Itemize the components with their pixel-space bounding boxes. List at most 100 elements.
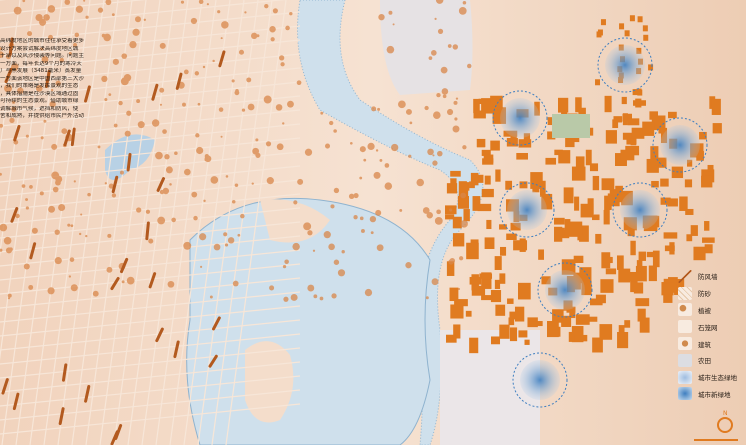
sand-barrier-line [141,0,203,445]
building [452,216,462,229]
vegetation [129,40,137,49]
building [490,95,503,113]
windbreak-wall [212,316,221,331]
windbreak-wall [120,257,129,274]
vegetation [282,122,285,125]
building [509,327,518,342]
vegetation [244,11,247,14]
vegetation [48,205,56,213]
vegetation [39,18,47,26]
intro-line: ，具体措施是在沙漠区域通过固 [0,90,79,97]
vegetation [106,266,113,273]
vegetation [11,106,17,112]
sand-barrier-line [0,53,301,85]
vegetation [292,242,300,251]
sand-barrier-line [0,249,301,281]
building [636,88,642,95]
vegetation [388,10,393,15]
vegetation [68,51,72,56]
vegetation [29,185,33,189]
sand-barrier-line [0,95,301,127]
sand-barrier-line [0,0,287,29]
building [473,98,480,114]
building [484,175,491,185]
vegetation [13,6,22,15]
new-green-space [520,360,560,400]
vegetation [157,216,166,225]
sand-barrier-line [0,151,301,183]
vegetation [0,47,3,51]
building [580,203,594,218]
vegetation [92,290,99,297]
vegetation [467,63,472,69]
building [679,196,688,211]
vegetation [196,146,204,155]
vegetation [197,102,201,106]
windbreak-wall [151,83,159,101]
vegetation [159,103,163,106]
legend: 防风墙 防砂 植被 石笼网 建筑 农田 城市生态绿地 城市新绿地 [678,268,746,402]
building [612,119,619,129]
building [564,219,571,235]
building [616,255,624,270]
building [553,217,565,225]
building [469,337,479,354]
sand-barrier-line [0,375,301,407]
island [245,341,294,423]
building [583,316,598,322]
vegetation [223,232,228,237]
vegetation [272,8,278,14]
sand-barrier-line [0,347,301,379]
new-green-space [620,190,660,230]
sand-barrier-line [15,0,77,445]
vegetation [35,85,43,92]
green-space-ring [512,352,568,408]
vegetation [27,31,33,37]
sand-barrier-line [99,0,161,445]
building [499,246,507,256]
vegetation [11,63,19,71]
vegetation [430,50,437,56]
vegetation [198,0,204,5]
building [484,237,495,249]
vegetation [183,241,192,250]
vegetation [460,192,466,199]
vegetation [97,7,104,13]
vegetation [43,119,47,123]
sand-barrier-line [169,0,231,445]
building [630,240,636,256]
intro-text-block: 高纬度地区的城市往往承受着更多 设计方案尝试解决高纬度地区城 干旱以及风沙侵袭等问题… [0,38,92,121]
vegetation [437,28,444,34]
vegetation [118,100,123,106]
vegetation [0,248,3,252]
sand-barrier-line [0,291,301,323]
building [481,98,493,114]
building [509,311,519,320]
building [642,121,655,136]
vegetation [269,26,276,33]
building [592,214,600,221]
vegetation [54,229,60,235]
vegetation [353,192,359,199]
vegetation [105,0,112,6]
vegetation [238,49,245,55]
vegetation [247,103,255,111]
vegetation [120,77,129,86]
vegetation [164,154,170,160]
vegetation [320,111,324,115]
building [523,133,531,142]
vegetation [67,223,71,227]
building [636,260,643,276]
building [651,115,666,131]
building [565,137,575,148]
vegetation [446,108,454,116]
vegetation [263,95,272,104]
vegetation [25,134,29,138]
building [669,242,675,255]
vegetation [375,209,382,216]
building [600,279,614,293]
vegetation [220,37,223,40]
vegetation [437,150,443,157]
building [545,157,557,165]
sand-barrier-grid-icon [678,286,692,300]
